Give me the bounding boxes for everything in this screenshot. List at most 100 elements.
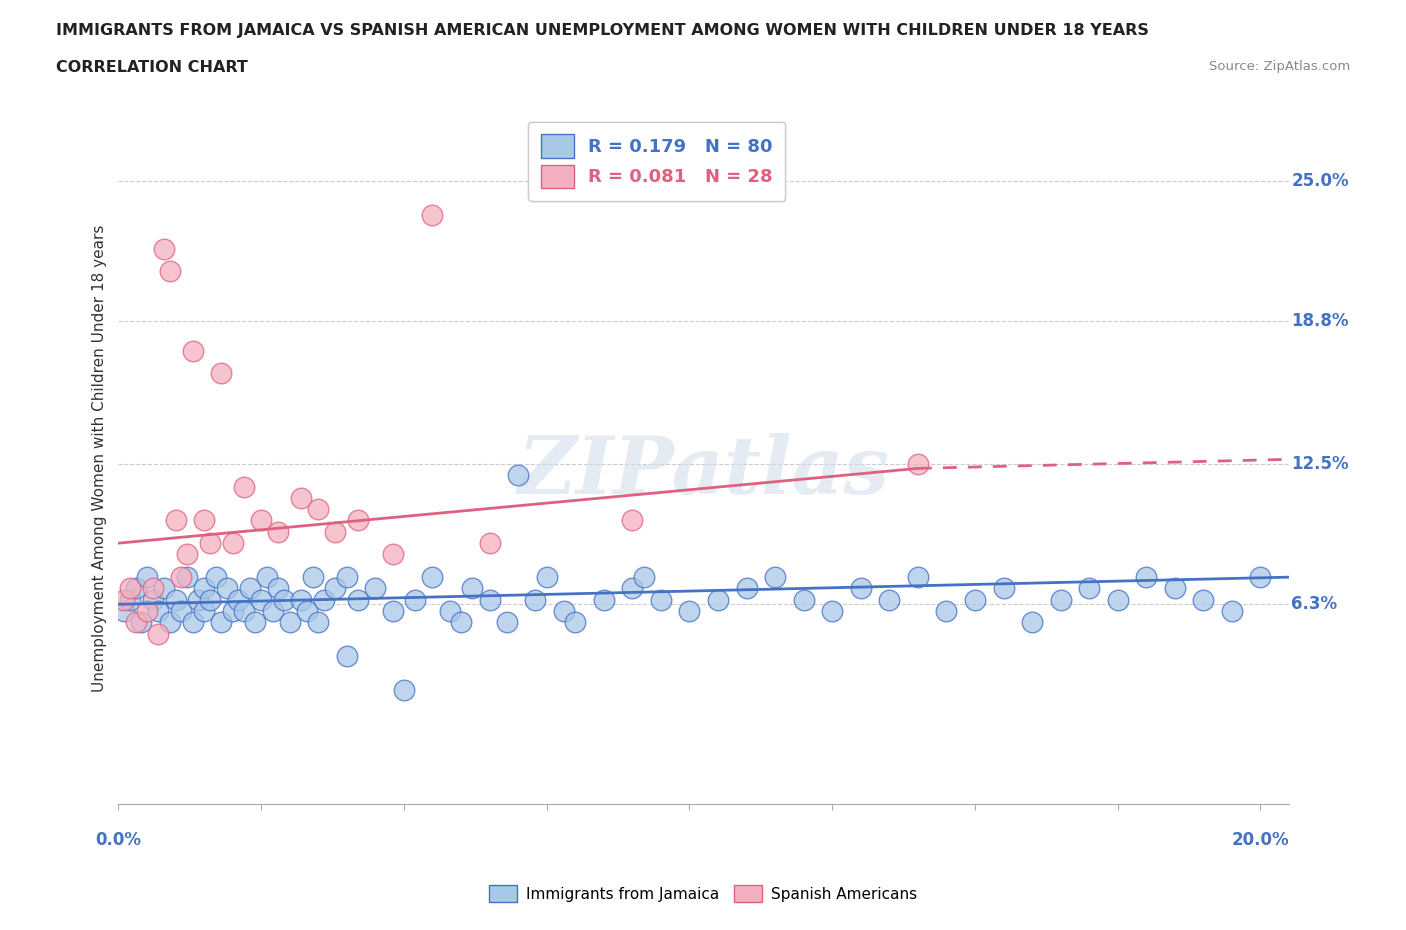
Point (404, 592, 426, 607)
Point (1078, 581, 1101, 596)
Point (564, 615, 586, 630)
Point (495, 615, 517, 630)
Point (307, 501, 329, 516)
Point (592, 592, 614, 607)
Point (650, 592, 672, 607)
Point (118, 581, 141, 596)
Text: 25.0%: 25.0% (1291, 172, 1348, 190)
Point (478, 592, 501, 607)
Point (963, 592, 986, 607)
Point (165, 592, 187, 607)
Point (295, 604, 318, 618)
Point (935, 604, 957, 618)
Point (148, 604, 170, 618)
Point (336, 570, 359, 585)
Point (312, 592, 335, 607)
Point (364, 581, 387, 596)
Point (347, 592, 370, 607)
Text: 20.0%: 20.0% (1232, 830, 1289, 849)
Point (129, 615, 152, 630)
Point (181, 615, 204, 630)
Point (170, 570, 193, 585)
Point (256, 570, 278, 585)
Point (1135, 570, 1157, 585)
Point (735, 581, 758, 596)
Point (553, 604, 575, 618)
Point (422, 207, 444, 222)
Text: 18.8%: 18.8% (1291, 312, 1348, 330)
Point (159, 264, 181, 279)
Point (136, 604, 159, 618)
Point (1192, 592, 1215, 607)
Point (347, 513, 370, 528)
Point (187, 592, 209, 607)
Point (325, 525, 347, 539)
Point (118, 592, 141, 607)
Point (993, 581, 1015, 596)
Point (508, 468, 530, 483)
Point (239, 581, 262, 596)
Point (209, 615, 232, 630)
Point (245, 615, 267, 630)
Point (290, 490, 312, 505)
Legend: Immigrants from Jamaica, Spanish Americans: Immigrants from Jamaica, Spanish America… (482, 879, 924, 909)
Point (1107, 592, 1129, 607)
Point (112, 604, 135, 618)
Point (221, 604, 243, 618)
Point (124, 615, 146, 630)
Text: 12.5%: 12.5% (1291, 455, 1348, 472)
Point (215, 581, 238, 596)
Point (181, 343, 204, 358)
Point (148, 626, 170, 641)
Point (422, 570, 444, 585)
Text: CORRELATION CHART: CORRELATION CHART (56, 60, 247, 75)
Point (262, 604, 284, 618)
Point (193, 604, 215, 618)
Text: ZIPatlas: ZIPatlas (517, 433, 890, 511)
Point (278, 615, 301, 630)
Point (907, 570, 929, 585)
Point (153, 241, 176, 256)
Point (621, 581, 644, 596)
Text: 0.0%: 0.0% (96, 830, 142, 849)
Point (153, 581, 176, 596)
Point (124, 581, 146, 596)
Point (1220, 604, 1243, 618)
Point (198, 536, 221, 551)
Point (678, 604, 700, 618)
Point (142, 581, 165, 596)
Point (392, 683, 415, 698)
Point (228, 592, 250, 607)
Point (250, 592, 273, 607)
Text: 6.3%: 6.3% (1291, 595, 1337, 613)
Point (336, 649, 359, 664)
Text: IMMIGRANTS FROM JAMAICA VS SPANISH AMERICAN UNEMPLOYMENT AMONG WOMEN WITH CHILDR: IMMIGRANTS FROM JAMAICA VS SPANISH AMERI… (56, 23, 1149, 38)
Point (450, 615, 472, 630)
Point (250, 513, 273, 528)
Point (112, 592, 135, 607)
Point (381, 547, 404, 562)
Point (381, 604, 404, 618)
Point (439, 604, 461, 618)
Point (763, 570, 786, 585)
Point (267, 525, 290, 539)
Point (307, 615, 329, 630)
Point (209, 365, 232, 380)
Point (461, 581, 484, 596)
Point (142, 592, 165, 607)
Point (170, 604, 193, 618)
Text: Source: ZipAtlas.com: Source: ZipAtlas.com (1209, 60, 1350, 73)
Legend: R = 0.179   N = 80, R = 0.081   N = 28: R = 0.179 N = 80, R = 0.081 N = 28 (529, 122, 786, 201)
Point (233, 479, 256, 494)
Point (793, 592, 815, 607)
Point (633, 570, 655, 585)
Point (1164, 581, 1187, 596)
Point (621, 513, 644, 528)
Point (233, 604, 256, 618)
Point (136, 570, 159, 585)
Point (193, 581, 215, 596)
Point (221, 536, 243, 551)
Point (198, 592, 221, 607)
Point (821, 604, 844, 618)
Point (159, 615, 181, 630)
